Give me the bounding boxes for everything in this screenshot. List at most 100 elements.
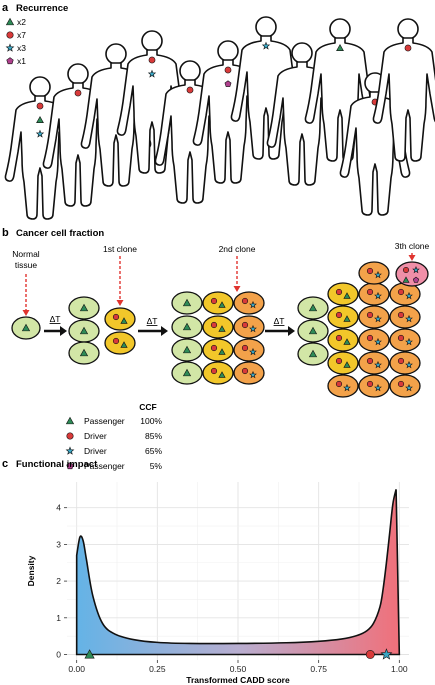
time-arrows: ΔT ΔT ΔT xyxy=(44,314,295,336)
panel-b-letter: b xyxy=(2,227,9,239)
legend-triangle-icon xyxy=(5,17,15,26)
star-marker xyxy=(374,314,382,323)
circle-marker xyxy=(36,102,44,110)
cell-clusters xyxy=(11,261,429,398)
star-marker xyxy=(374,270,382,279)
circle-marker xyxy=(186,86,194,94)
triangle-marker xyxy=(182,298,192,307)
cell xyxy=(104,331,136,355)
triangle-marker xyxy=(79,326,89,335)
cell xyxy=(358,351,390,375)
circle-marker xyxy=(335,380,343,388)
ccf-table: Passenger 100% Driver 85% Driver 65% Passenger… xyxy=(65,416,162,471)
circle-marker xyxy=(112,313,120,321)
density-area xyxy=(75,489,401,656)
triangle-marker xyxy=(336,43,344,52)
cell xyxy=(358,282,390,306)
ccf-pentagon-icon xyxy=(66,462,74,470)
arrow-head xyxy=(161,326,168,336)
clone3-label: 3th clone xyxy=(395,241,430,251)
triangle-marker xyxy=(308,349,318,358)
arrow-head xyxy=(116,300,124,306)
human-figure xyxy=(42,63,114,207)
circle-marker xyxy=(241,367,249,375)
circle-marker xyxy=(335,288,343,296)
star-marker xyxy=(35,129,45,138)
cell xyxy=(389,328,421,352)
score-markers xyxy=(84,648,393,660)
star-marker xyxy=(249,324,257,333)
cell xyxy=(171,361,203,385)
circle-marker xyxy=(366,380,374,388)
y-tick-label: 2 xyxy=(56,576,61,586)
human-figure xyxy=(154,60,226,204)
normal-tissue-label-line2: tissue xyxy=(15,260,37,270)
triangle-marker xyxy=(79,303,89,312)
score-star-marker xyxy=(380,648,393,660)
triangle-marker xyxy=(343,361,351,368)
star-marker xyxy=(412,266,420,274)
cell xyxy=(68,319,100,343)
cell xyxy=(68,296,100,320)
triangle-marker xyxy=(182,345,192,354)
x-tick-label: 0.75 xyxy=(310,664,327,674)
human-figures xyxy=(4,16,435,220)
cell xyxy=(233,361,265,385)
delta-t-label: ΔT xyxy=(274,316,285,326)
circle-marker xyxy=(224,66,232,74)
cell xyxy=(202,361,234,385)
pentagon-marker xyxy=(412,276,420,283)
triangle-marker xyxy=(402,276,410,283)
arrow-head xyxy=(408,255,416,261)
cell xyxy=(171,338,203,362)
legend-count: x7 xyxy=(17,30,26,40)
legend-count: x1 xyxy=(17,56,26,66)
human-figure xyxy=(116,30,188,174)
circle-marker xyxy=(335,311,343,319)
ccf-header: CCF xyxy=(139,402,156,412)
star-marker xyxy=(343,383,351,392)
cell xyxy=(358,374,390,398)
triangle-marker xyxy=(79,348,89,357)
circle-marker xyxy=(241,321,249,329)
star-marker xyxy=(405,291,413,300)
normal-tissue-label-line1: Normal xyxy=(12,249,40,259)
circle-marker xyxy=(112,337,120,345)
panel-b-title: Cancer cell fraction xyxy=(16,228,104,239)
cell xyxy=(389,351,421,375)
panel-c-title: Functional impact xyxy=(16,459,98,470)
star-marker xyxy=(374,291,382,300)
triangle-marker xyxy=(36,115,44,124)
pentagon-marker xyxy=(224,80,232,87)
ccf-row-value: 85% xyxy=(145,431,162,441)
arrow-head xyxy=(60,326,67,336)
triangle-marker xyxy=(343,338,351,345)
panel-c-letter: c xyxy=(2,458,8,470)
y-tick-label: 3 xyxy=(56,539,61,549)
triangle-marker xyxy=(218,348,226,355)
cell xyxy=(297,319,329,343)
clone2-label: 2nd clone xyxy=(219,244,256,254)
circle-marker xyxy=(335,334,343,342)
triangle-marker xyxy=(308,326,318,335)
circle-marker xyxy=(397,288,405,296)
cell xyxy=(327,305,359,329)
human-figure xyxy=(304,18,376,162)
y-axis-label: Density xyxy=(26,555,36,586)
cell xyxy=(297,296,329,320)
cell xyxy=(297,342,329,366)
cell xyxy=(11,316,41,340)
star-marker xyxy=(405,314,413,323)
y-tick-label: 1 xyxy=(56,613,61,623)
circle-marker xyxy=(241,344,249,352)
cell xyxy=(104,307,136,331)
cell xyxy=(171,291,203,315)
ccf-row-value: 65% xyxy=(145,446,162,456)
clone1-label: 1st clone xyxy=(103,244,137,254)
cell xyxy=(358,261,390,285)
circle-marker xyxy=(402,266,409,273)
ccf-row-label: Passenger xyxy=(84,416,125,426)
score-circle-marker xyxy=(365,650,375,659)
triangle-marker xyxy=(182,322,192,331)
circle-marker xyxy=(366,357,374,365)
